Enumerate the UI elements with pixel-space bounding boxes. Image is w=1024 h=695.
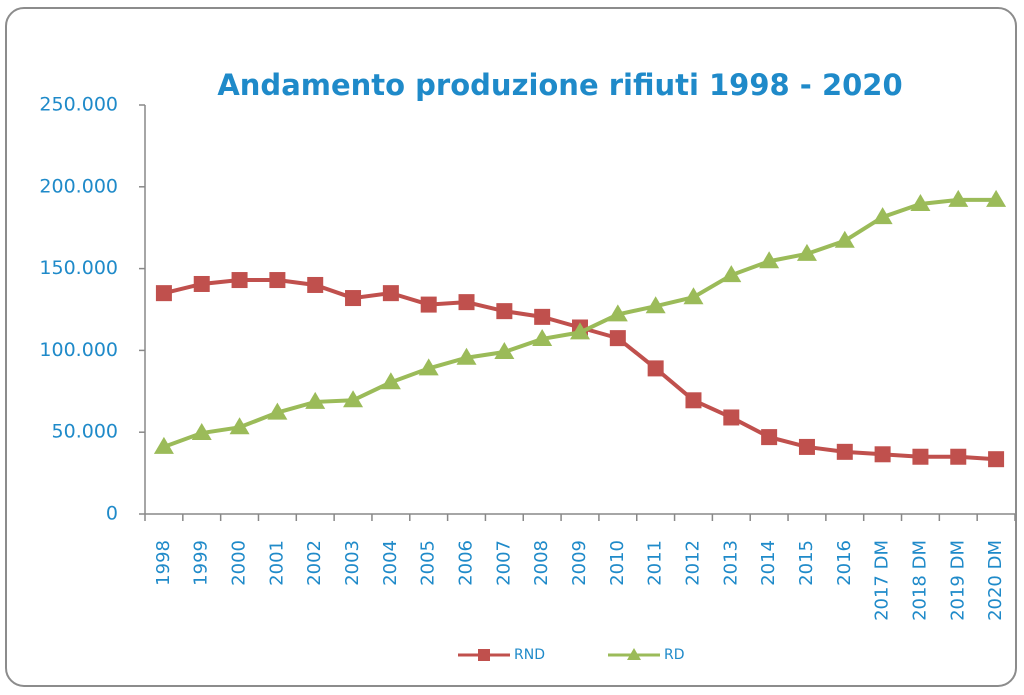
x-tick-label: 2020 DM [985,540,1006,621]
marker [874,446,891,463]
marker [380,372,401,390]
marker [912,448,929,465]
marker [607,304,628,322]
marker [872,207,893,225]
marker [683,287,704,305]
x-tick-label: 2003 [342,540,363,586]
x-tick-label: 2004 [380,540,401,586]
y-tick-label: 100.000 [39,339,118,361]
marker [229,417,250,435]
marker [191,423,212,441]
marker [267,402,288,420]
x-tick-label: 2005 [418,540,439,586]
marker [950,448,967,465]
marker [496,303,513,320]
marker [988,451,1005,468]
x-tick-label: 2013 [720,540,741,586]
y-tick-label: 0 [106,503,118,525]
marker [532,328,553,346]
marker [345,290,362,307]
marker [193,275,210,292]
y-tick-label: 250.000 [39,94,118,116]
marker [305,391,326,409]
legend-marker [627,648,641,660]
x-tick-label: 2015 [796,540,817,586]
marker [231,272,248,289]
marker [910,193,931,211]
marker [420,296,437,313]
x-tick-label: 2014 [758,540,779,586]
marker [458,294,475,311]
x-tick-label: 2018 DM [909,540,930,621]
marker [456,347,477,365]
marker [798,438,815,455]
marker [761,429,778,446]
x-tick-label: 2017 DM [872,540,893,621]
marker [834,230,855,248]
marker [759,251,780,269]
marker [836,443,853,460]
marker [382,285,399,302]
x-tick-label: 2006 [456,540,477,586]
x-tick-label: 2001 [266,540,287,586]
marker [647,360,664,377]
x-tick-label: 2012 [682,540,703,586]
x-tick-label: 2010 [607,540,628,586]
legend-label: RD [664,647,685,663]
marker [645,296,666,314]
marker [494,342,515,360]
x-tick-label: 2008 [531,540,552,586]
marker [685,392,702,409]
y-tick-label: 200.000 [39,175,118,197]
y-tick-label: 150.000 [39,257,118,279]
marker [948,189,969,207]
y-tick-label: 50.000 [52,421,118,443]
legend-marker [478,649,490,661]
marker [570,322,590,340]
marker [418,358,439,376]
x-tick-label: 2016 [834,540,855,586]
x-tick-label: 2000 [229,540,250,586]
marker [153,436,174,454]
x-tick-label: 2011 [645,540,666,586]
x-tick-label: 2002 [304,540,325,586]
marker [796,243,817,261]
marker [343,390,364,408]
x-tick-label: 1998 [153,540,174,586]
marker [723,409,740,426]
marker [269,272,286,289]
x-tick-label: 2007 [493,540,514,586]
marker [986,189,1007,207]
chart-title: Andamento produzione rifiuti 1998 - 2020 [217,68,902,102]
marker [534,308,551,325]
x-tick-label: 2009 [569,540,590,586]
marker [155,285,172,302]
legend-label: RND [514,647,545,663]
x-tick-label: 2019 DM [947,540,968,621]
x-tick-label: 1999 [191,540,212,586]
marker [307,276,324,293]
marker [609,330,626,347]
marker [721,265,742,283]
